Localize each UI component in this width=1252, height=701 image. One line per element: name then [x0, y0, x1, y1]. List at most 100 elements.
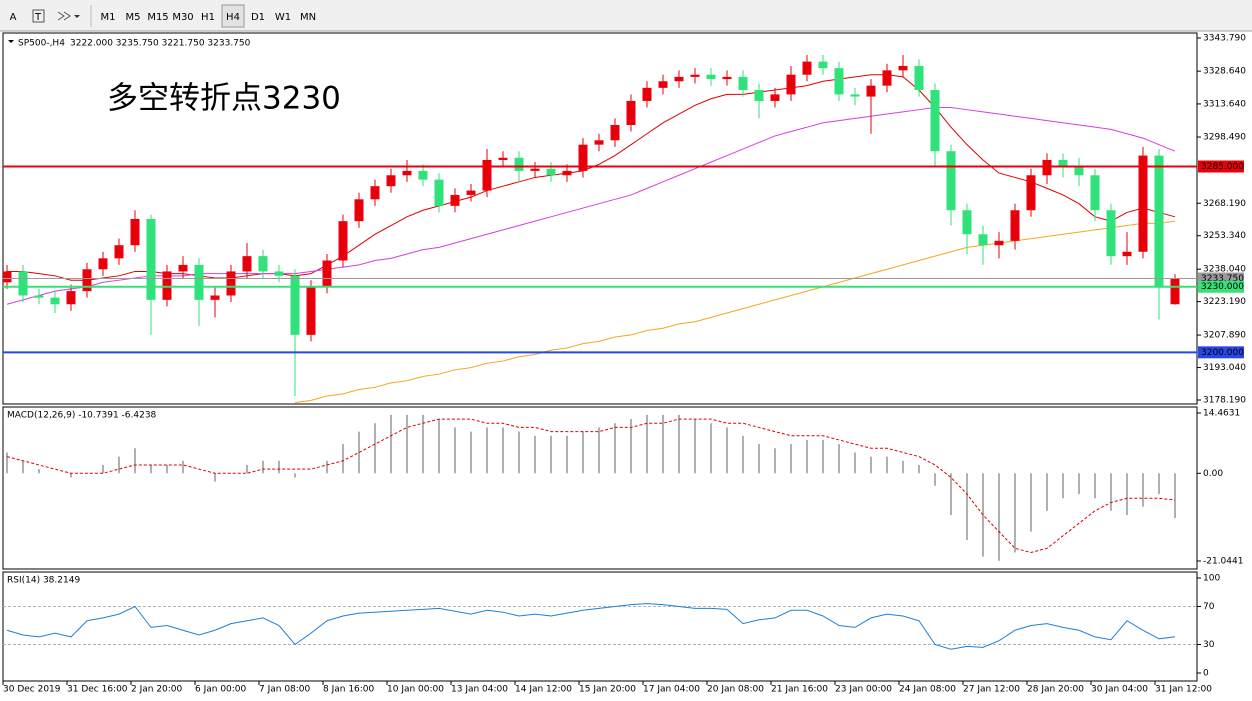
- candle-body: [482, 159, 492, 191]
- y-tick-label: 3207.890: [1203, 331, 1246, 341]
- candle-body: [3, 271, 12, 283]
- candle-body: [546, 168, 556, 176]
- x-tick-label: 14 Jan 12:00: [515, 685, 572, 695]
- candle-body: [434, 179, 444, 206]
- timeframe-button[interactable]: H4: [226, 12, 240, 23]
- candle-body: [722, 76, 732, 80]
- candle-body: [674, 76, 684, 82]
- candle-body: [514, 157, 524, 171]
- candle-body: [1058, 159, 1068, 167]
- candle-body: [626, 100, 636, 125]
- tool-button[interactable]: A: [10, 12, 17, 23]
- level-label: 3285.000: [1201, 162, 1244, 172]
- level-label-bg: [1198, 346, 1244, 359]
- candle-body: [114, 245, 124, 259]
- timeframe-button[interactable]: M15: [147, 12, 168, 23]
- level-label: 3200.000: [1201, 348, 1244, 358]
- candle-body: [770, 94, 780, 101]
- timeframe-button[interactable]: MN: [300, 12, 316, 23]
- candle-body: [258, 256, 268, 272]
- timeframe-button[interactable]: W1: [275, 12, 291, 23]
- level-label-bg: [1198, 160, 1244, 173]
- x-tick-label: 23 Jan 00:00: [835, 685, 892, 695]
- shapes-tool[interactable]: [57, 11, 71, 21]
- y-tick-label: 30: [1203, 640, 1215, 650]
- candle-body: [450, 194, 460, 206]
- x-tick-label: 27 Jan 12:00: [963, 685, 1020, 695]
- candle-body: [946, 151, 956, 211]
- candle-body: [50, 297, 60, 305]
- x-tick-label: 24 Jan 08:00: [899, 685, 956, 695]
- candle-body: [562, 170, 572, 176]
- y-tick-label: 0.00: [1203, 469, 1223, 479]
- timeframe-button[interactable]: M5: [126, 12, 141, 23]
- candle-body: [1170, 278, 1180, 305]
- candle-body: [274, 271, 284, 276]
- candle-body: [354, 199, 364, 222]
- toolbar-bg: [0, 0, 1252, 31]
- candle-body: [690, 74, 700, 77]
- candle-body: [466, 190, 476, 195]
- y-tick-label: 3268.190: [1203, 199, 1246, 209]
- candle-body: [1138, 155, 1148, 252]
- candle-body: [226, 271, 236, 296]
- x-tick-label: 21 Jan 16:00: [771, 685, 828, 695]
- candle-body: [850, 94, 860, 97]
- active-timeframe: [221, 4, 245, 28]
- candle-body: [338, 221, 348, 261]
- indicator-label: RSI(14) 38.2149: [7, 576, 80, 586]
- level-label: 3230.000: [1201, 282, 1244, 292]
- signal-line: [6, 418, 1176, 554]
- candle-body: [98, 258, 108, 270]
- candle-body: [178, 264, 188, 272]
- x-tick-label: 2 Jan 20:00: [131, 685, 183, 695]
- indicator-label: MACD(12,26,9) -10.7391 -6.4238: [7, 411, 157, 421]
- candle-body: [1026, 175, 1036, 211]
- candle-body: [706, 74, 716, 80]
- candle-body: [66, 291, 76, 305]
- timeframe-button[interactable]: D1: [251, 12, 265, 23]
- candle-body: [386, 175, 396, 187]
- y-tick-label: 14.4631: [1203, 408, 1240, 418]
- timeframe-button[interactable]: H1: [201, 12, 215, 23]
- y-tick-label: 3223.190: [1203, 297, 1246, 307]
- candle-body: [290, 275, 300, 335]
- candle-body: [642, 87, 652, 101]
- y-tick-label: 3343.790: [1203, 34, 1246, 44]
- candle-body: [1090, 175, 1100, 211]
- x-tick-label: 30 Jan 04:00: [1091, 685, 1148, 695]
- candle-body: [18, 271, 28, 296]
- candle-body: [882, 70, 892, 86]
- candle-body: [578, 144, 588, 171]
- plot-area: [6, 414, 1176, 561]
- candle-body: [370, 186, 380, 200]
- timeframe-button[interactable]: M30: [172, 12, 193, 23]
- moving-average: [294, 220, 1176, 404]
- candle-body: [306, 286, 316, 335]
- x-tick-label: 6 Jan 00:00: [195, 685, 247, 695]
- chart-symbol: SP500-,H4: [18, 39, 65, 49]
- x-tick-label: 20 Jan 08:00: [707, 685, 764, 695]
- candle-body: [658, 81, 668, 88]
- candle-body: [786, 74, 796, 95]
- chart: 3343.790 3328.640 3313.640 3298.490 3268.190…: [2, 32, 1246, 695]
- x-tick-label: 28 Jan 20:00: [1027, 685, 1084, 695]
- candle-body: [1074, 166, 1084, 176]
- candle-body: [930, 90, 940, 152]
- timeframe-button[interactable]: M1: [101, 12, 116, 23]
- candle-body: [1042, 159, 1052, 176]
- level-label-bg: [1198, 280, 1244, 293]
- tool-button[interactable]: T: [34, 12, 42, 23]
- ohlc-label: 3222.000 3235.750 3221.750 3233.750: [70, 39, 251, 49]
- candle-body: [146, 218, 156, 300]
- annotation: 多空转折点3230: [107, 81, 341, 117]
- rsi-line: [6, 603, 1176, 650]
- candle-body: [402, 170, 412, 176]
- y-tick-label: 70: [1203, 602, 1215, 612]
- text-tool-box: [32, 9, 45, 23]
- candle-body: [1122, 251, 1132, 257]
- candle-body: [34, 295, 44, 298]
- dropdown-arrow[interactable]: [74, 15, 80, 18]
- candle-body: [418, 170, 428, 180]
